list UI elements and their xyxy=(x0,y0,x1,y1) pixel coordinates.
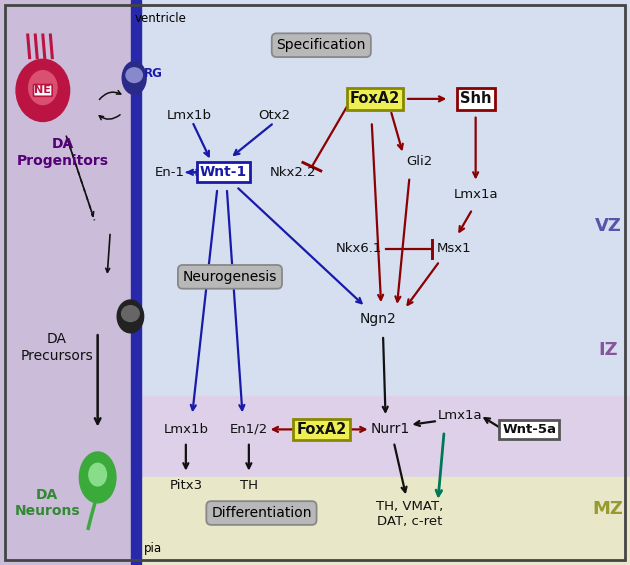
Text: Nkx2.2: Nkx2.2 xyxy=(270,166,316,179)
Ellipse shape xyxy=(16,59,70,121)
Text: FoxA2: FoxA2 xyxy=(296,422,346,437)
Text: VZ: VZ xyxy=(595,217,621,235)
Text: Specification: Specification xyxy=(277,38,366,52)
Text: Otx2: Otx2 xyxy=(258,109,290,123)
Text: Neurogenesis: Neurogenesis xyxy=(183,270,277,284)
Text: TH: TH xyxy=(240,479,258,493)
Bar xyxy=(137,396,630,477)
Text: MZ: MZ xyxy=(593,499,623,518)
Text: IZ: IZ xyxy=(598,341,617,359)
Text: DA
Precursors: DA Precursors xyxy=(20,332,93,363)
Text: Ngn2: Ngn2 xyxy=(360,312,396,326)
Text: Shh: Shh xyxy=(460,92,491,106)
Text: Differentiation: Differentiation xyxy=(211,506,312,520)
Ellipse shape xyxy=(89,463,106,486)
Circle shape xyxy=(126,68,142,82)
Text: En-1: En-1 xyxy=(155,166,185,179)
Text: Lmx1b: Lmx1b xyxy=(166,109,212,123)
Text: NE: NE xyxy=(35,85,51,95)
Text: ventricle: ventricle xyxy=(135,12,186,25)
Text: Lmx1b: Lmx1b xyxy=(163,423,209,436)
Ellipse shape xyxy=(122,62,146,94)
Bar xyxy=(137,0,630,396)
Text: Pitx3: Pitx3 xyxy=(169,479,202,493)
Text: DA
Neurons: DA Neurons xyxy=(14,488,80,518)
Text: Msx1: Msx1 xyxy=(437,242,471,255)
Text: RG: RG xyxy=(144,67,163,80)
Text: DA
Progenitors: DA Progenitors xyxy=(17,137,109,168)
Text: Lmx1a: Lmx1a xyxy=(438,408,482,422)
Text: FoxA2: FoxA2 xyxy=(350,92,400,106)
Bar xyxy=(137,477,630,565)
Circle shape xyxy=(122,306,139,321)
Text: Nkx6.1: Nkx6.1 xyxy=(336,242,382,255)
Text: Lmx1a: Lmx1a xyxy=(454,188,498,202)
Text: Wnt-1: Wnt-1 xyxy=(200,166,247,179)
Bar xyxy=(131,0,141,565)
Text: TH, VMAT,
DAT, c-ret: TH, VMAT, DAT, c-ret xyxy=(376,500,443,528)
Text: Nurr1: Nurr1 xyxy=(371,423,410,436)
Bar xyxy=(0,0,137,565)
Ellipse shape xyxy=(79,452,116,503)
Ellipse shape xyxy=(117,300,144,333)
Text: En1/2: En1/2 xyxy=(230,423,268,436)
Text: pia: pia xyxy=(144,542,162,555)
Text: Wnt-5a: Wnt-5a xyxy=(502,423,556,436)
Ellipse shape xyxy=(29,71,57,105)
Text: Gli2: Gli2 xyxy=(406,154,432,168)
